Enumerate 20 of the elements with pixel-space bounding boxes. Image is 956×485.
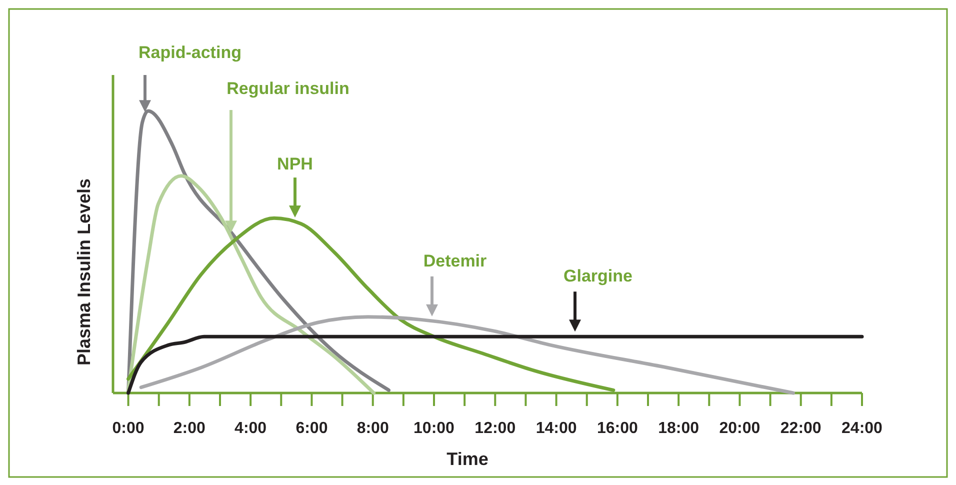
x-tick-label: 2:00 — [173, 420, 206, 437]
x-tick-label: 22:00 — [780, 420, 822, 437]
x-tick-label: 12:00 — [474, 420, 516, 437]
text: Glargine — [564, 266, 632, 286]
x-tick-label: 10:00 — [414, 420, 455, 437]
x-tick-label: 16:00 — [596, 420, 638, 437]
x-axis-title: Time — [446, 449, 488, 469]
y-axis-title: Plasma Insulin Levels — [74, 178, 94, 366]
text: NPH — [277, 154, 313, 174]
x-tick-label: 6:00 — [296, 420, 328, 437]
x-tick-label: 18:00 — [658, 420, 700, 437]
x-tick-label: 14:00 — [536, 420, 577, 437]
x-tick-label: 8:00 — [356, 420, 389, 437]
x-tick-label: 4:00 — [234, 420, 267, 437]
x-tick-label: 24:00 — [842, 420, 883, 437]
text: Rapid-acting — [138, 43, 242, 62]
x-tick-label: 20:00 — [719, 420, 760, 437]
text: Detemir — [423, 251, 488, 270]
x-tick-label: 0:00 — [112, 420, 144, 437]
text: Regular insulin — [226, 79, 350, 98]
